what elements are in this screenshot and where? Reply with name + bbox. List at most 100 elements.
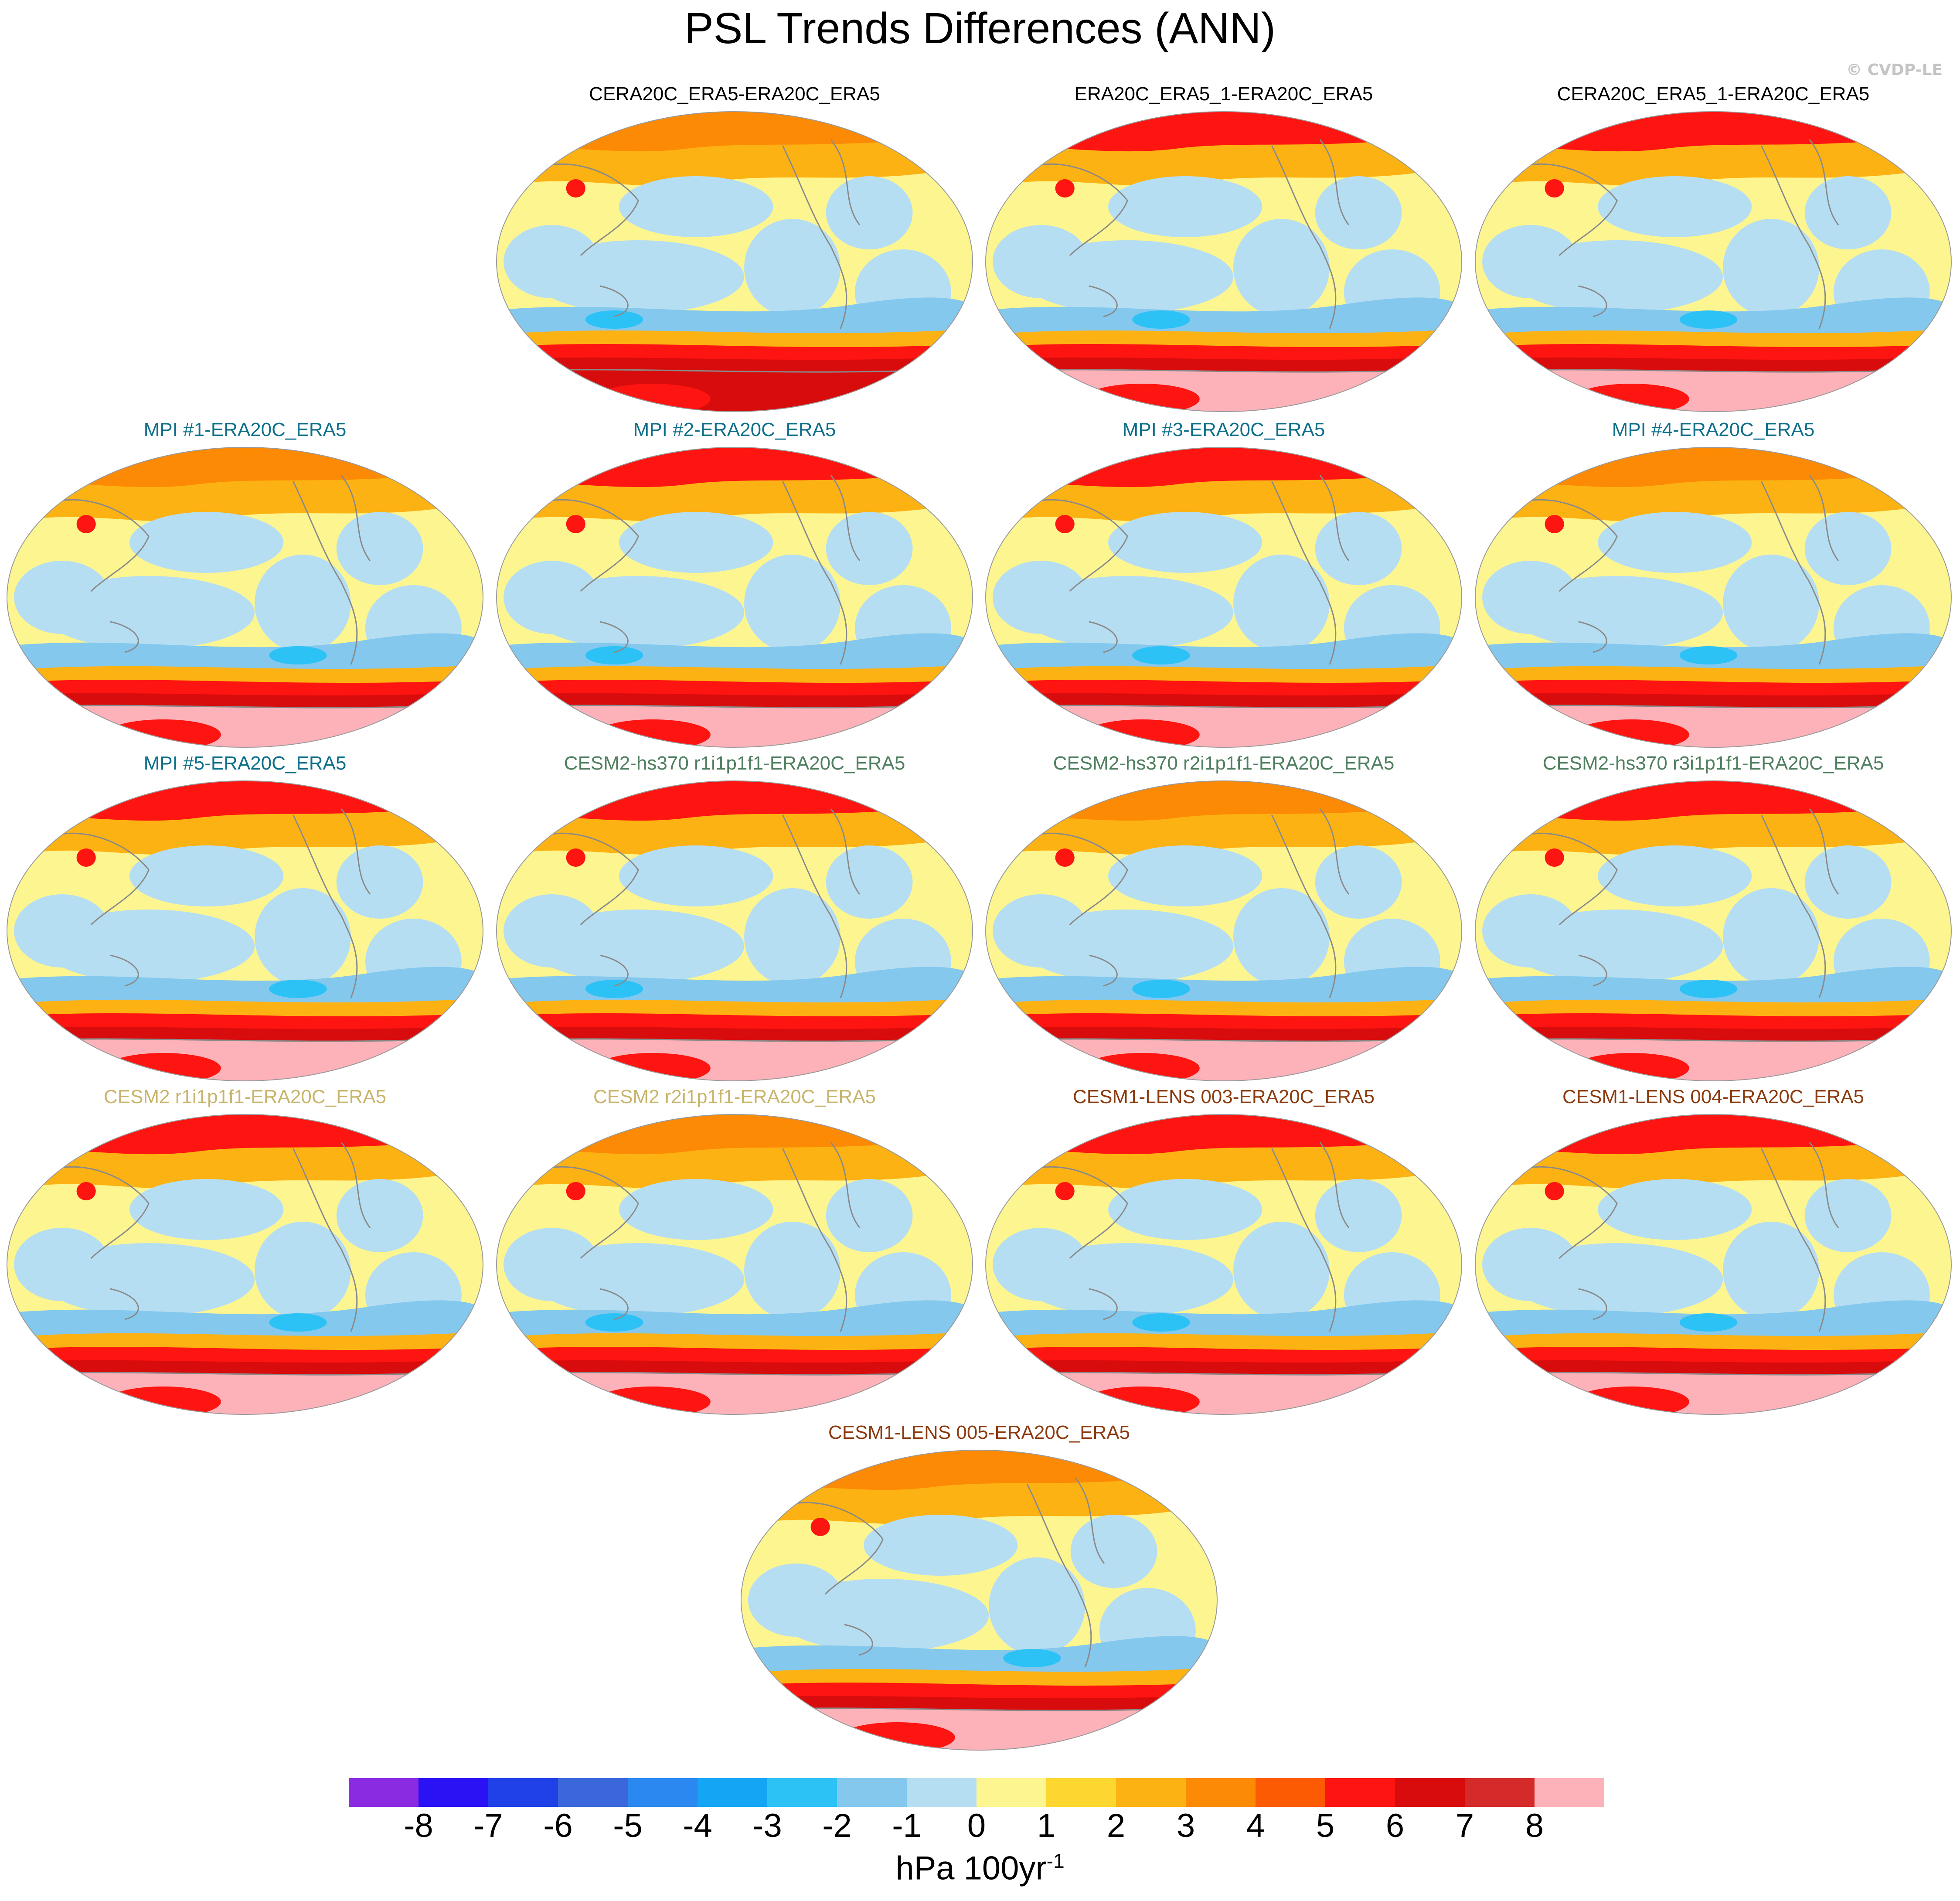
map-field: [986, 112, 1462, 412]
map-panel: MPI #4-ERA20C_ERA5: [1473, 419, 1954, 759]
panel-title: CESM1-LENS 004-ERA20C_ERA5: [1562, 1086, 1865, 1107]
robinson-map: [985, 780, 1462, 1081]
map-panel: MPI #1-ERA20C_ERA5: [4, 419, 486, 759]
robinson-map: [1475, 1114, 1952, 1415]
colorbar-units-text: hPa 100yr: [895, 1850, 1047, 1887]
robinson-map: [496, 1114, 973, 1415]
map-panel: CESM2-hs370 r3i1p1f1-ERA20C_ERA5: [1473, 752, 1954, 1092]
robinson-map: [7, 447, 483, 748]
colorbar-swatch: [1186, 1778, 1256, 1807]
map-field: [986, 781, 1462, 1081]
colorbar-swatch: [558, 1778, 628, 1807]
robinson-map: [741, 1450, 1218, 1751]
map-panel: CESM2-hs370 r2i1p1f1-ERA20C_ERA5: [983, 752, 1464, 1092]
colorbar-tick-label: 1: [1037, 1807, 1056, 1844]
map-panel: CESM2 r1i1p1f1-ERA20C_ERA5: [4, 1086, 486, 1426]
map-outline: [496, 1114, 973, 1415]
figure-title: PSL Trends Differences (ANN): [684, 4, 1276, 53]
robinson-map: [1475, 111, 1952, 412]
map-outline: [741, 1450, 1218, 1751]
credit-label: © CVDP-LE: [1846, 61, 1943, 79]
map-field: [1475, 781, 1951, 1081]
map-outline: [1475, 447, 1952, 748]
panel-title: CERA20C_ERA5_1-ERA20C_ERA5: [1557, 83, 1870, 105]
map-panel: CESM2 r2i1p1f1-ERA20C_ERA5: [494, 1086, 975, 1426]
map-panel: CERA20C_ERA5-ERA20C_ERA5: [494, 83, 975, 423]
colorbar-tick-label: -3: [752, 1807, 782, 1844]
colorbar-swatch: [1256, 1778, 1325, 1807]
colorbar-swatch: [628, 1778, 698, 1807]
colorbar-units: hPa 100yr-1: [0, 1851, 1960, 1885]
map-field: [7, 1114, 483, 1414]
panel-title: MPI #2-ERA20C_ERA5: [633, 419, 836, 440]
robinson-map: [985, 1114, 1462, 1415]
colorbar-tick-label: 8: [1525, 1807, 1544, 1844]
robinson-map: [7, 1114, 483, 1415]
map-field: [741, 1450, 1217, 1750]
colorbar-tick-label: -2: [822, 1807, 852, 1844]
panel-title: MPI #4-ERA20C_ERA5: [1612, 419, 1815, 440]
colorbar-swatch: [907, 1778, 977, 1807]
colorbar-swatch: [1325, 1778, 1395, 1807]
colorbar-swatch: [1046, 1778, 1116, 1807]
colorbar-swatch: [977, 1778, 1046, 1807]
panel-title: CESM2 r1i1p1f1-ERA20C_ERA5: [103, 1086, 387, 1107]
panel-title: CESM2-hs370 r2i1p1f1-ERA20C_ERA5: [1053, 753, 1395, 774]
map-panel: MPI #5-ERA20C_ERA5: [4, 752, 486, 1092]
map-field: [497, 781, 973, 1081]
colorbar-tick-label: 5: [1316, 1807, 1335, 1844]
colorbar-tick-label: -4: [683, 1807, 712, 1844]
map-outline: [7, 447, 483, 748]
robinson-map: [496, 447, 973, 748]
colorbar-tick-label: -6: [543, 1807, 573, 1844]
robinson-map: [985, 111, 1462, 412]
colorbar-tick-label: -5: [613, 1807, 643, 1844]
map-outline: [985, 447, 1462, 748]
map-panel: CESM2-hs370 r1i1p1f1-ERA20C_ERA5: [494, 752, 975, 1092]
robinson-map: [1475, 780, 1952, 1081]
map-field: [1475, 447, 1951, 747]
map-field: [497, 1114, 973, 1414]
robinson-map: [1475, 447, 1952, 748]
robinson-map: [496, 111, 973, 412]
colorbar-tick-label: 4: [1246, 1807, 1265, 1844]
colorbar-tick-label: -7: [473, 1807, 503, 1844]
map-field: [986, 447, 1462, 747]
panel-title: CESM2-hs370 r1i1p1f1-ERA20C_ERA5: [564, 753, 905, 774]
robinson-map: [496, 780, 973, 1081]
map-panel: MPI #3-ERA20C_ERA5: [983, 419, 1464, 759]
colorbar-swatch: [349, 1778, 419, 1807]
map-panel: CERA20C_ERA5_1-ERA20C_ERA5: [1473, 83, 1954, 423]
map-outline: [7, 780, 483, 1081]
map-field: [7, 447, 483, 747]
map-outline: [496, 447, 973, 748]
map-field: [1475, 1114, 1951, 1414]
map-field: [1475, 112, 1951, 412]
panel-title: CESM2 r2i1p1f1-ERA20C_ERA5: [593, 1086, 876, 1107]
map-outline: [985, 1114, 1462, 1415]
map-panel: MPI #2-ERA20C_ERA5: [494, 419, 975, 759]
map-field: [986, 1114, 1462, 1414]
colorbar-tick-label: 7: [1455, 1807, 1474, 1844]
map-field: [497, 447, 973, 747]
colorbar-tick-label: 0: [967, 1807, 986, 1844]
robinson-map: [7, 780, 483, 1081]
colorbar-swatch: [767, 1778, 837, 1807]
map-outline: [496, 780, 973, 1081]
colorbar-swatch: [488, 1778, 558, 1807]
panel-title: MPI #5-ERA20C_ERA5: [143, 753, 347, 774]
map-outline: [1475, 111, 1952, 412]
map-panel: CESM1-LENS 004-ERA20C_ERA5: [1473, 1086, 1954, 1426]
panel-title: CESM2-hs370 r3i1p1f1-ERA20C_ERA5: [1542, 753, 1884, 774]
colorbar-swatch: [1535, 1778, 1604, 1807]
colorbar-tick-label: 6: [1385, 1807, 1405, 1844]
panel-title: CESM1-LENS 005-ERA20C_ERA5: [828, 1422, 1130, 1443]
panel-title: MPI #3-ERA20C_ERA5: [1122, 419, 1325, 440]
robinson-map: [985, 447, 1462, 748]
panel-title: CESM1-LENS 003-ERA20C_ERA5: [1072, 1086, 1375, 1107]
colorbar-swatch: [419, 1778, 488, 1807]
colorbar-units-exponent: -1: [1046, 1850, 1065, 1872]
colorbar-swatch: [1465, 1778, 1535, 1807]
map-outline: [1475, 780, 1952, 1081]
map-panel: CESM1-LENS 005-ERA20C_ERA5: [738, 1421, 1220, 1761]
